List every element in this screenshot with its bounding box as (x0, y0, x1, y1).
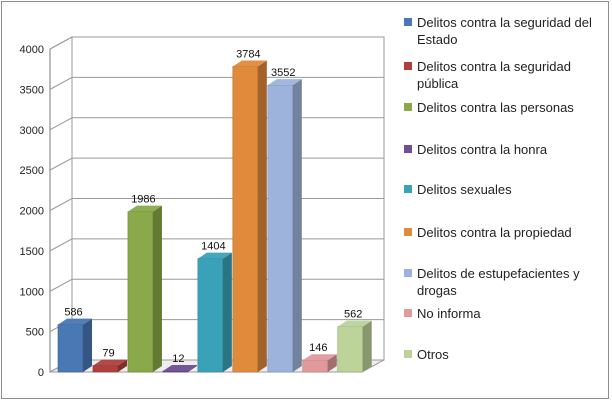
bar-3 (127, 205, 162, 373)
y-tick-label: 1000 (20, 286, 44, 298)
gridline (49, 36, 384, 50)
data-label: 12 (172, 353, 184, 365)
y-tick-label: 4000 (20, 44, 44, 56)
legend-swatch (404, 62, 412, 70)
y-tick-label: 3500 (20, 84, 44, 96)
gridline (49, 76, 384, 90)
legend-swatch (404, 145, 412, 153)
y-tick-label: 1500 (20, 246, 44, 258)
legend-label: Delitos contra la seguridad pública (417, 59, 571, 91)
y-tick-label: 2000 (20, 206, 44, 218)
legend-swatch (404, 18, 412, 26)
legend-swatch (404, 228, 412, 236)
legend-label: Delitos contra la seguridad del Estado (417, 15, 592, 47)
data-label: 3784 (236, 48, 260, 60)
data-label: 3552 (271, 67, 295, 79)
bar-6 (232, 60, 267, 373)
chart-plot: 0 500 1000 1500 2000 2500 3000 3500 4000 586 79 19… (20, 36, 385, 379)
bar-1 (57, 318, 92, 373)
data-label: 146 (309, 342, 327, 354)
data-label: 562 (344, 309, 362, 321)
legend-swatch (404, 185, 412, 193)
data-label: 79 (102, 348, 114, 360)
y-tick-label: 0 (38, 367, 44, 379)
y-tick-label: 2500 (20, 165, 44, 177)
legend-swatch (404, 269, 412, 277)
bar-7 (267, 79, 302, 373)
data-label: 1404 (201, 241, 225, 253)
legend-label: Delitos sexuales (417, 182, 512, 197)
bar-8 (302, 354, 337, 373)
legend-label: Delitos de estupefacientes y drogas (417, 266, 580, 298)
legend-swatch (404, 350, 412, 358)
legend-swatch (404, 103, 412, 111)
legend-label: Delitos contra las personas (417, 100, 574, 115)
y-tick-label: 3000 (20, 125, 44, 137)
bar-9 (337, 320, 372, 373)
legend-swatch (404, 309, 412, 317)
legend-label: Delitos contra la propiedad (417, 225, 572, 240)
data-label: 1986 (131, 194, 155, 206)
data-label: 586 (64, 307, 82, 319)
bar-4 (162, 365, 197, 373)
bar-5 (197, 252, 232, 373)
bar-2 (92, 359, 127, 373)
y-tick-label: 500 (26, 327, 44, 339)
legend-label: Otros (417, 347, 449, 362)
legend-label: No informa (417, 306, 481, 321)
legend-label: Delitos contra la honra (417, 142, 548, 157)
